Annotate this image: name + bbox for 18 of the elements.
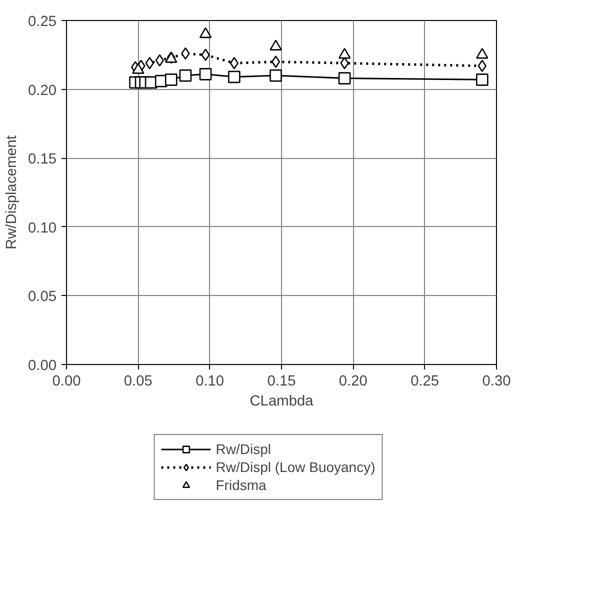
legend-label: Rw/Displ bbox=[216, 441, 271, 457]
y-tick-label: 0.25 bbox=[28, 14, 57, 30]
x-tick-label: 0.15 bbox=[267, 374, 296, 390]
y-tick-label: 0.20 bbox=[28, 82, 57, 99]
y-tick-label: 0.15 bbox=[28, 152, 57, 168]
x-tick-label: 0.25 bbox=[410, 374, 440, 390]
y-tick-label: 0.10 bbox=[28, 220, 57, 236]
y-tick-label: 0.05 bbox=[28, 289, 57, 306]
x-tick-label: 0.05 bbox=[124, 374, 152, 390]
y-tick-label: 0.00 bbox=[28, 358, 57, 374]
x-axis-title: CLambda bbox=[250, 394, 314, 410]
x-tick-label: 0.20 bbox=[338, 374, 368, 390]
x-tick-label: 0.10 bbox=[196, 374, 224, 390]
legend-label: Rw/Displ (Low Buoyancy) bbox=[216, 459, 376, 475]
y-axis-title: Rw/Displacement bbox=[4, 135, 20, 250]
x-tick-label: 0.30 bbox=[482, 374, 511, 390]
x-tick-label: 0.00 bbox=[52, 374, 81, 390]
legend-label: Fridsma bbox=[216, 477, 266, 493]
